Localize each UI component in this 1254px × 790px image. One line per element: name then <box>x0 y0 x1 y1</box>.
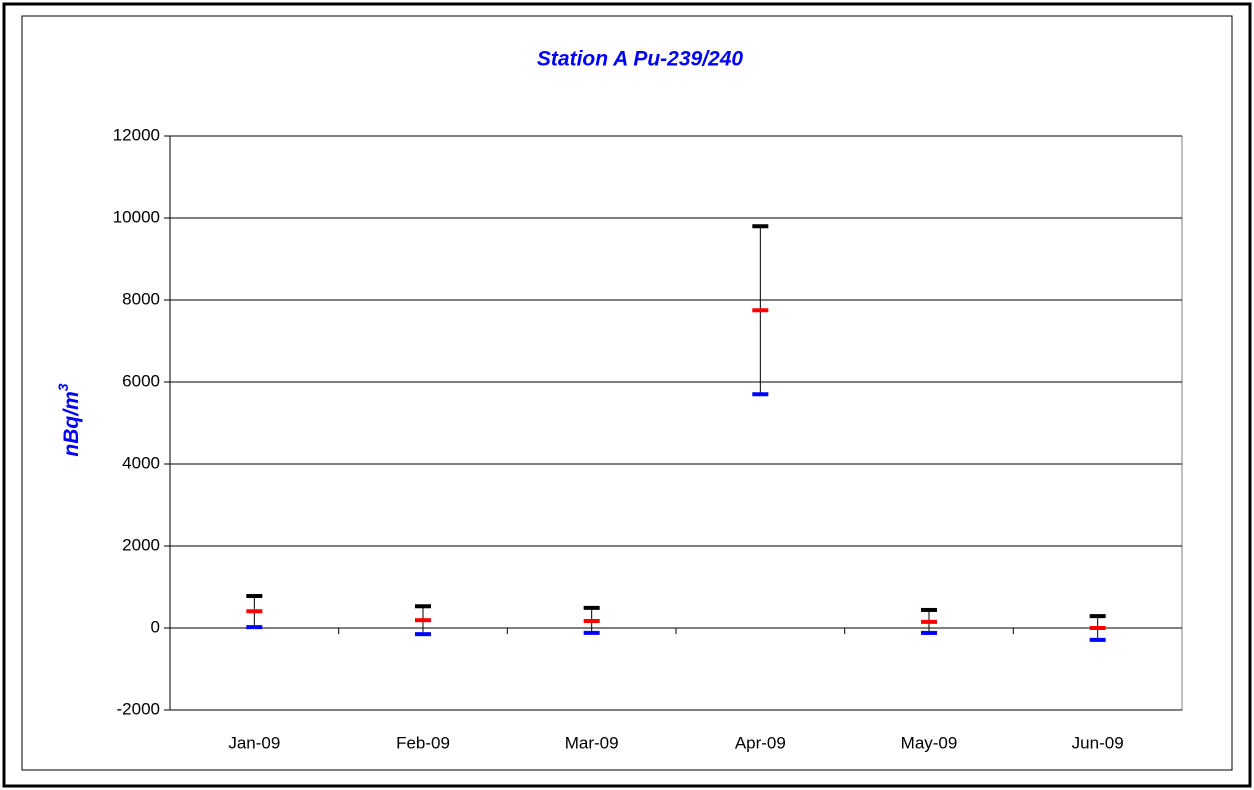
y-tick-label: -2000 <box>117 699 160 718</box>
plot-area <box>169 135 1183 711</box>
x-tick-label: Jun-09 <box>1072 733 1124 752</box>
x-tick-label: Jan-09 <box>228 733 280 752</box>
y-axis-label-text: nBq/m <box>60 391 83 456</box>
x-tick-label: May-09 <box>901 733 958 752</box>
y-axis-label-sup: 3 <box>55 383 71 391</box>
y-tick-label: 12000 <box>113 125 160 144</box>
x-tick-label: Feb-09 <box>396 733 450 752</box>
y-tick-label: 0 <box>151 617 160 636</box>
x-tick-label: Apr-09 <box>735 733 786 752</box>
y-tick-label: 6000 <box>122 371 160 390</box>
y-tick-label: 10000 <box>113 207 160 226</box>
x-tick-label: Mar-09 <box>565 733 619 752</box>
y-axis-label: nBq/m3 <box>55 383 83 456</box>
chart-title: Station A Pu-239/240 <box>537 48 743 71</box>
y-tick-label: 4000 <box>122 453 160 472</box>
y-tick-label: 2000 <box>122 535 160 554</box>
y-tick-label: 8000 <box>122 289 160 308</box>
